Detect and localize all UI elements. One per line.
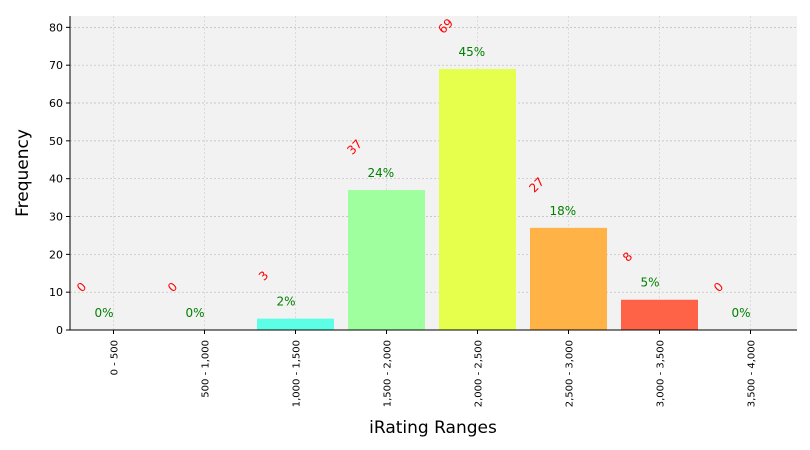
x-tick-label: 500 - 1,000: [201, 340, 212, 398]
percent-label: 2%: [277, 295, 296, 309]
percent-label: 24%: [368, 166, 395, 180]
percent-label: 5%: [641, 276, 660, 290]
percent-label: 0%: [732, 306, 751, 320]
x-axis-title: iRating Ranges: [369, 418, 497, 438]
y-tick-label: 10: [49, 286, 63, 299]
y-tick-label: 0: [56, 324, 63, 337]
bar: [348, 190, 425, 330]
ticks: 0 10 20 30 40 50 60 70 80 0 - 500 500 - 1,000 1,000…: [49, 21, 758, 407]
x-tick-label: 1,000 - 1,500: [292, 340, 303, 407]
percent-label: 0%: [95, 306, 114, 320]
y-tick-label: 50: [49, 135, 63, 148]
x-tick-label: 3,500 - 4,000: [747, 340, 758, 407]
y-tick-label: 30: [49, 211, 63, 224]
x-tick-label: 3,000 - 3,500: [656, 340, 667, 407]
y-tick-label: 70: [49, 59, 63, 72]
percent-label: 0%: [186, 306, 205, 320]
x-tick-label: 2,000 - 2,500: [474, 340, 485, 407]
x-tick-label: 1,500 - 2,000: [383, 340, 394, 407]
percent-label: 45%: [459, 45, 486, 59]
y-tick-label: 80: [49, 21, 63, 34]
x-tick-label: 0 - 500: [110, 340, 121, 375]
bar: [257, 318, 334, 330]
percent-label: 18%: [550, 204, 577, 218]
y-tick-label: 60: [49, 97, 63, 110]
bars: [257, 68, 698, 330]
bar: [621, 299, 698, 330]
x-tick-label: 2,500 - 3,000: [565, 340, 576, 407]
bar: [530, 227, 607, 330]
bar: [439, 68, 516, 330]
plot-background: [70, 16, 797, 330]
axes: [69, 16, 797, 331]
y-tick-label: 20: [49, 248, 63, 261]
y-axis-title: Frequency: [13, 129, 33, 217]
y-tick-label: 40: [49, 173, 63, 186]
